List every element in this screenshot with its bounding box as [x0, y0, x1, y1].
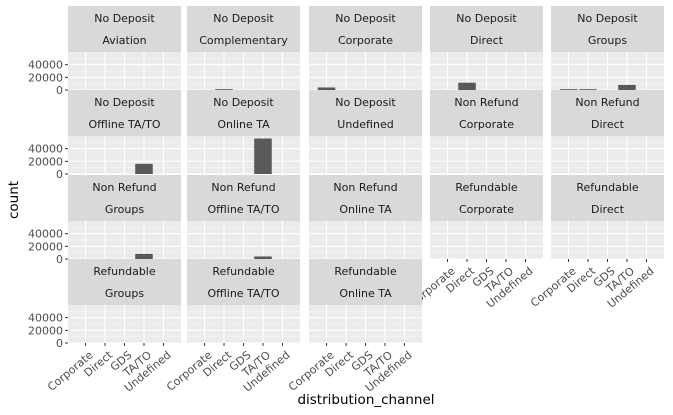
strip-label-deposit-type: No Deposit: [213, 12, 274, 25]
strip-background: [551, 175, 664, 221]
strip-label-customer-type: Online TA: [339, 203, 392, 216]
strip-label-customer-type: Offline TA/TO: [207, 287, 279, 300]
strip-background: [309, 259, 422, 305]
y-tick-label: 20000: [28, 240, 63, 253]
y-tick-label: 40000: [28, 312, 63, 325]
strip-label-customer-type: Online TA: [217, 118, 270, 131]
bar: [317, 87, 336, 90]
strip-background: [68, 6, 181, 52]
strip-background: [309, 175, 422, 221]
strip-background: [187, 259, 300, 305]
facet-panel: No Deposit Direct: [430, 6, 543, 91]
strip-background: [68, 90, 181, 136]
strip-label-deposit-type: Refundable: [93, 265, 155, 278]
facet-panel: No Deposit Complementary: [187, 6, 300, 91]
facet-panel: RefundableDirectCorporateDirectGDSTA/TOU…: [528, 175, 664, 311]
strip-label-deposit-type: Refundable: [212, 265, 274, 278]
strip-background: [68, 175, 181, 221]
bar: [254, 138, 272, 174]
strip-label-customer-type: Direct: [591, 118, 625, 131]
y-tick-label: 0: [56, 337, 63, 350]
strip-label-customer-type: Undefined: [337, 118, 393, 131]
facet-panel: No Deposit Online TA: [187, 90, 300, 175]
strip-label-deposit-type: Non Refund: [454, 96, 518, 109]
facet-panel: No Deposit Corporate: [309, 6, 422, 91]
strip-label-customer-type: Corporate: [459, 203, 514, 216]
facet-panel: RefundableCorporateCorporateDirectGDSTA/…: [407, 175, 543, 311]
strip-label-customer-type: Offline TA/TO: [88, 118, 160, 131]
facet-panel: No Deposit Undefined: [309, 90, 422, 175]
strip-label-customer-type: Direct: [470, 34, 504, 47]
y-tick-label: 0: [56, 253, 63, 266]
strip-label-deposit-type: Refundable: [334, 265, 396, 278]
strip-background: [309, 6, 422, 52]
strip-label-customer-type: Direct: [591, 203, 625, 216]
facet-panel: Non Refund Corporate: [430, 90, 543, 175]
strip-label-deposit-type: No Deposit: [213, 96, 274, 109]
facet-panel: Non Refund Offline TA/TO: [187, 175, 300, 260]
bar: [215, 89, 233, 90]
y-tick-label: 20000: [28, 71, 63, 84]
strip-background: [430, 6, 543, 52]
strip-label-customer-type: Groups: [105, 203, 144, 216]
strip-label-customer-type: Aviation: [102, 34, 146, 47]
strip-background: [187, 175, 300, 221]
bar: [458, 82, 476, 90]
bar: [579, 89, 597, 90]
strip-background: [430, 175, 543, 221]
strip-label-customer-type: Corporate: [338, 34, 393, 47]
y-tick-label: 0: [56, 168, 63, 181]
x-axis-title: distribution_channel: [297, 392, 434, 408]
strip-background: [68, 259, 181, 305]
strip-label-deposit-type: Refundable: [576, 181, 638, 194]
facet-panel: Non Refund Online TA: [309, 175, 422, 260]
strip-background: [551, 6, 664, 52]
y-tick-label: 20000: [28, 155, 63, 168]
strip-background: [187, 6, 300, 52]
y-tick-label: 40000: [28, 228, 63, 241]
bar: [135, 253, 153, 259]
strip-label-customer-type: Groups: [588, 34, 627, 47]
bar: [135, 163, 153, 174]
y-tick-label: 40000: [28, 143, 63, 156]
strip-label-customer-type: Online TA: [339, 287, 392, 300]
strip-background: [309, 90, 422, 136]
strip-label-deposit-type: Refundable: [455, 181, 517, 194]
strip-label-deposit-type: No Deposit: [335, 12, 396, 25]
strip-label-deposit-type: No Deposit: [94, 96, 155, 109]
bar: [559, 89, 578, 90]
y-axis-title: count: [6, 181, 22, 219]
strip-label-customer-type: Offline TA/TO: [207, 203, 279, 216]
strip-label-deposit-type: Non Refund: [211, 181, 275, 194]
bar: [254, 256, 272, 259]
strip-label-deposit-type: Non Refund: [333, 181, 397, 194]
y-tick-label: 0: [56, 84, 63, 97]
strip-label-deposit-type: Non Refund: [92, 181, 156, 194]
strip-background: [551, 90, 664, 136]
strip-label-customer-type: Groups: [105, 287, 144, 300]
bar: [618, 84, 636, 90]
facet-panel: No Deposit Groups: [551, 6, 664, 91]
strip-label-deposit-type: No Deposit: [335, 96, 396, 109]
facet-panel: RefundableGroups02000040000CorporateDire…: [28, 259, 181, 395]
facet-panel: Non Refund Direct: [551, 90, 664, 175]
strip-label-deposit-type: No Deposit: [456, 12, 517, 25]
strip-label-customer-type: Complementary: [199, 34, 288, 47]
strip-background: [430, 90, 543, 136]
strip-label-deposit-type: No Deposit: [94, 12, 155, 25]
strip-label-deposit-type: Non Refund: [575, 96, 639, 109]
y-tick-label: 40000: [28, 59, 63, 72]
strip-background: [187, 90, 300, 136]
strip-label-customer-type: Corporate: [459, 118, 514, 131]
strip-label-deposit-type: No Deposit: [577, 12, 638, 25]
y-tick-label: 20000: [28, 324, 63, 337]
